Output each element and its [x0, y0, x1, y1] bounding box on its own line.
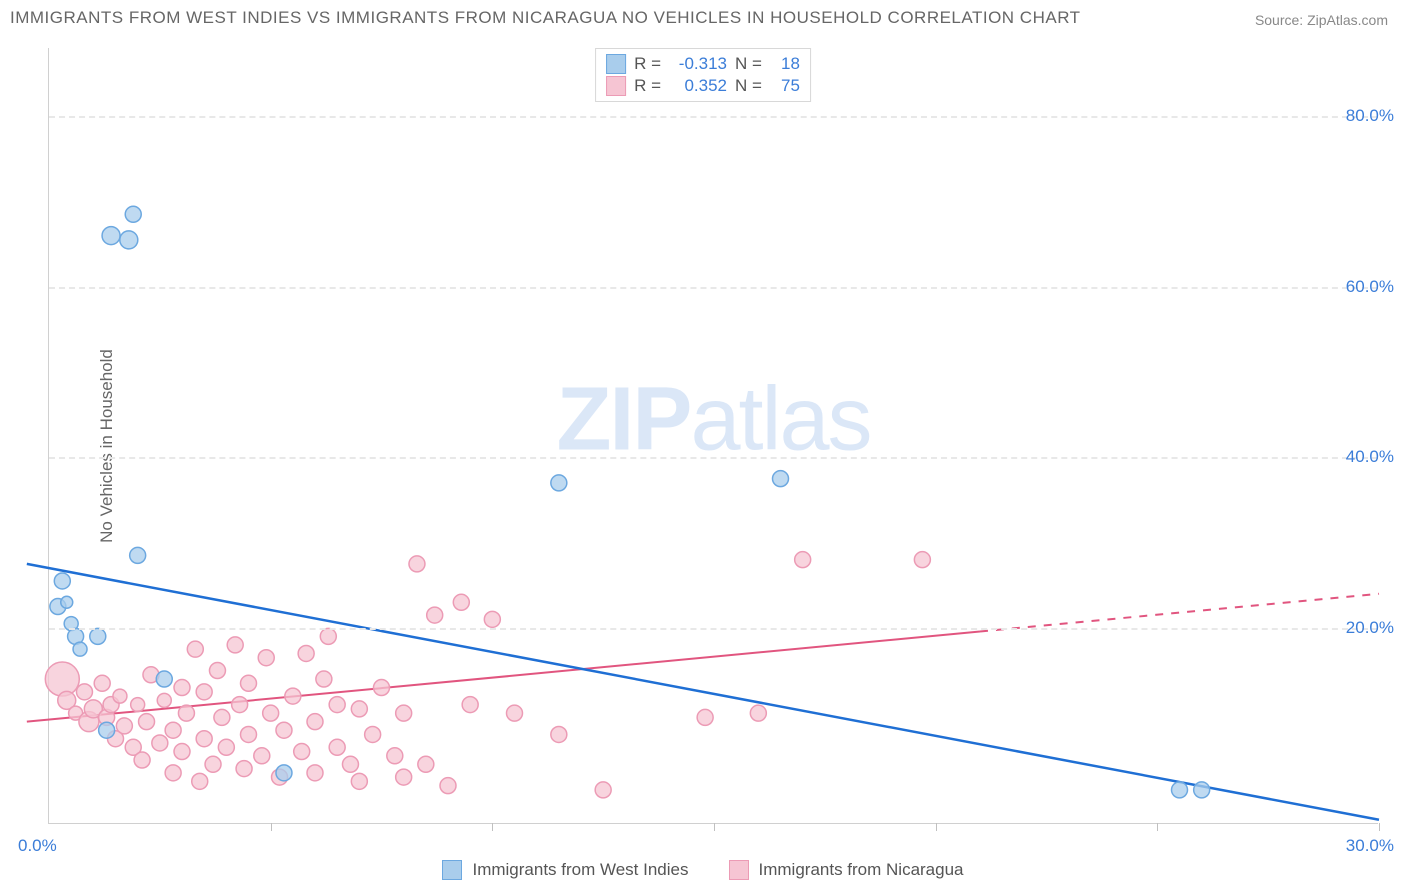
- xtick: [1379, 823, 1380, 831]
- swatch-nicaragua-icon: [729, 860, 749, 880]
- gridline: [49, 287, 1378, 289]
- correlation-legend: R = -0.313 N = 18 R = 0.352 N = 75: [595, 48, 811, 102]
- source-label: Source: ZipAtlas.com: [1255, 12, 1388, 28]
- ytick-label: 60.0%: [1346, 277, 1394, 297]
- r-value-west-indies: -0.313: [669, 54, 727, 74]
- xtick-start-label: 0.0%: [18, 836, 57, 856]
- legend-row-west-indies: R = -0.313 N = 18: [606, 53, 800, 75]
- xtick-end-label: 30.0%: [1346, 836, 1394, 856]
- r-label: R =: [634, 76, 661, 96]
- ytick-label: 40.0%: [1346, 447, 1394, 467]
- swatch-west-indies-icon: [442, 860, 462, 880]
- chart-title: IMMIGRANTS FROM WEST INDIES VS IMMIGRANT…: [10, 8, 1081, 28]
- chart-plot-area: ZIPatlas: [48, 48, 1378, 824]
- legend-label-nicaragua: Immigrants from Nicaragua: [759, 860, 964, 880]
- xtick: [936, 823, 937, 831]
- xtick: [271, 823, 272, 831]
- xtick: [1157, 823, 1158, 831]
- n-value-west-indies: 18: [770, 54, 800, 74]
- series-legend: Immigrants from West Indies Immigrants f…: [0, 860, 1406, 880]
- swatch-west-indies: [606, 54, 626, 74]
- n-value-nicaragua: 75: [770, 76, 800, 96]
- gridline: [49, 116, 1378, 118]
- ytick-label: 80.0%: [1346, 106, 1394, 126]
- n-label: N =: [735, 54, 762, 74]
- legend-item-west-indies: Immigrants from West Indies: [442, 860, 688, 880]
- ytick-label: 20.0%: [1346, 618, 1394, 638]
- r-value-nicaragua: 0.352: [669, 76, 727, 96]
- r-label: R =: [634, 54, 661, 74]
- swatch-nicaragua: [606, 76, 626, 96]
- n-label: N =: [735, 76, 762, 96]
- gridline: [49, 457, 1378, 459]
- gridline: [49, 628, 1378, 630]
- plot-svg: [49, 48, 1378, 823]
- legend-row-nicaragua: R = 0.352 N = 75: [606, 75, 800, 97]
- xtick: [714, 823, 715, 831]
- legend-item-nicaragua: Immigrants from Nicaragua: [729, 860, 964, 880]
- xtick: [492, 823, 493, 831]
- legend-label-west-indies: Immigrants from West Indies: [472, 860, 688, 880]
